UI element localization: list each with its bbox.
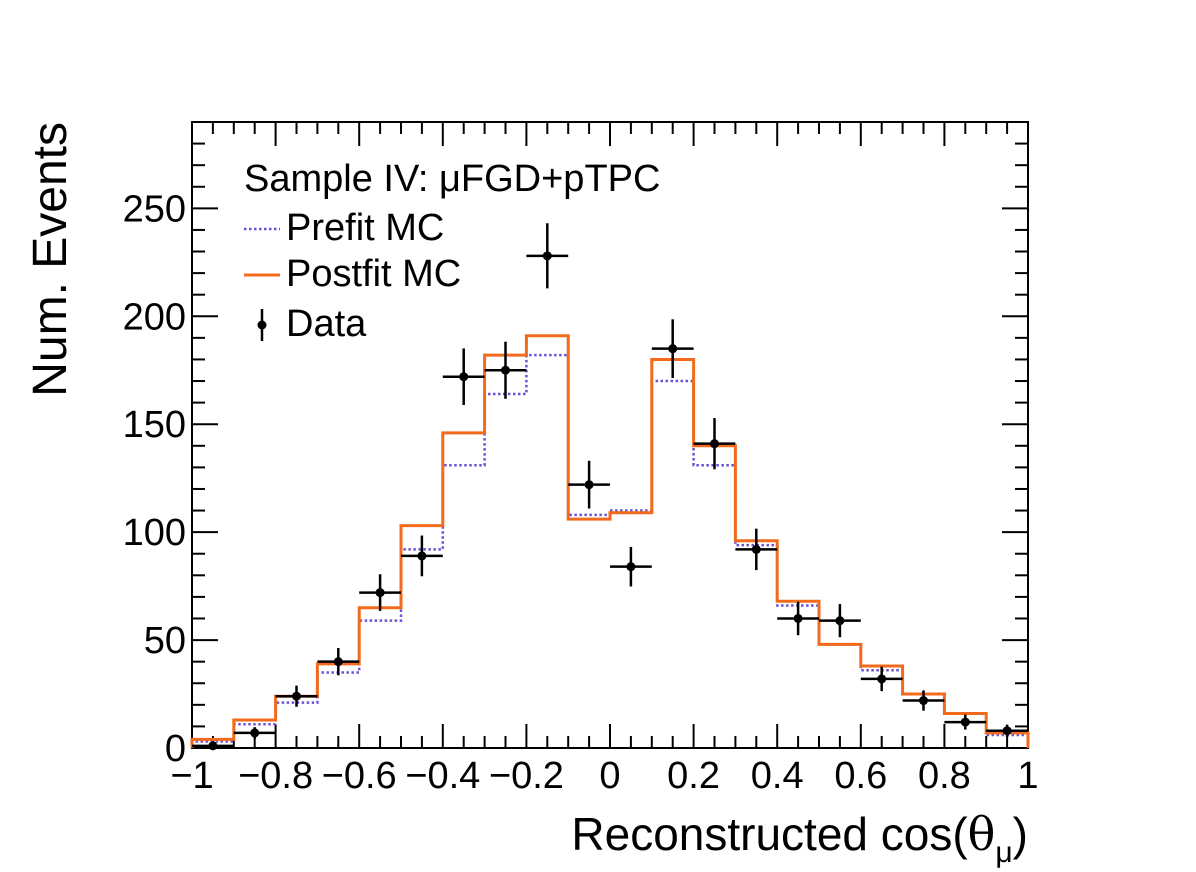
data-point-marker bbox=[417, 551, 427, 561]
data-point-marker bbox=[919, 696, 928, 706]
y-axis-label: Num. Events bbox=[24, 122, 77, 397]
data-point-marker bbox=[501, 365, 510, 375]
data-point bbox=[568, 460, 610, 509]
x-axis-tick-labels: −1 −0.8 −0.6 −0.4 −0.2 0 0.2 0.4 0.6 0.8 1 bbox=[170, 755, 1038, 797]
data-point bbox=[359, 574, 401, 611]
data-point-marker bbox=[668, 344, 678, 354]
y-axis-ticks bbox=[192, 121, 1028, 749]
data-point-marker bbox=[292, 691, 301, 701]
data-point bbox=[902, 690, 945, 711]
legend: Sample IV: μFGD+pTPC Prefit MC Postfit M… bbox=[244, 158, 660, 345]
x-tick-label: −1 bbox=[170, 755, 213, 797]
data-point bbox=[777, 601, 819, 636]
data-point-marker bbox=[542, 251, 552, 261]
postfit-mc-histogram bbox=[190, 334, 1030, 748]
data-point bbox=[944, 714, 987, 730]
postfit-mc-series bbox=[190, 334, 1030, 748]
x-tick-label: −0.2 bbox=[489, 755, 564, 797]
x-tick-label: −0.6 bbox=[322, 755, 397, 797]
data-series bbox=[192, 223, 1028, 751]
data-point-marker bbox=[710, 439, 719, 449]
data-point bbox=[484, 341, 527, 399]
x-tick-label: 0.4 bbox=[751, 755, 804, 797]
legend-prefit-label: Prefit MC bbox=[286, 207, 444, 249]
data-point bbox=[317, 648, 360, 676]
x-tick-label: 1 bbox=[1017, 755, 1038, 797]
y-tick-label: 150 bbox=[123, 404, 186, 446]
data-point-marker bbox=[250, 728, 260, 738]
y-tick-label: 50 bbox=[144, 620, 186, 662]
x-tick-label: 0.2 bbox=[667, 755, 720, 797]
data-point bbox=[735, 528, 778, 571]
y-tick-label: 100 bbox=[123, 512, 186, 554]
y-tick-label: 200 bbox=[123, 296, 186, 338]
legend-postfit-label: Postfit MC bbox=[286, 253, 461, 295]
data-point bbox=[860, 666, 903, 692]
y-axis-tick-labels: 0 50 100 150 200 250 bbox=[123, 188, 186, 770]
data-point-marker bbox=[1002, 726, 1012, 736]
data-point bbox=[526, 223, 569, 289]
data-point bbox=[986, 724, 1028, 737]
x-tick-label: 0.6 bbox=[834, 755, 887, 797]
data-point bbox=[233, 727, 276, 739]
data-point-marker bbox=[584, 480, 594, 490]
data-point bbox=[401, 535, 443, 577]
legend-title: Sample IV: μFGD+pTPC bbox=[244, 158, 660, 200]
data-point-marker bbox=[459, 372, 469, 382]
data-point-marker bbox=[751, 544, 761, 554]
x-axis-ticks bbox=[191, 122, 1029, 748]
x-axis-label: Reconstructed cos(θμ) bbox=[571, 807, 1028, 869]
data-point-marker bbox=[375, 588, 385, 598]
y-tick-label: 0 bbox=[165, 728, 186, 770]
data-point bbox=[651, 319, 694, 379]
x-tick-label: −0.8 bbox=[238, 755, 313, 797]
x-tick-label: 0 bbox=[599, 755, 620, 797]
data-point bbox=[610, 546, 652, 587]
data-point-marker bbox=[793, 613, 803, 623]
y-tick-label: 250 bbox=[123, 188, 186, 230]
legend-data-label: Data bbox=[286, 303, 367, 345]
data-point-marker bbox=[960, 717, 970, 727]
data-point-marker bbox=[835, 616, 845, 626]
data-point-marker bbox=[626, 562, 636, 572]
x-tick-label: 0.8 bbox=[918, 755, 971, 797]
data-point bbox=[693, 418, 736, 470]
data-point-marker bbox=[333, 657, 343, 667]
data-point-marker bbox=[877, 674, 887, 684]
data-point bbox=[192, 741, 234, 751]
x-tick-label: −0.4 bbox=[405, 755, 480, 797]
data-point bbox=[442, 348, 485, 406]
data-point bbox=[275, 685, 318, 707]
data-point bbox=[819, 604, 861, 638]
data-point-marker bbox=[208, 741, 218, 751]
legend-data-marker bbox=[257, 320, 267, 330]
